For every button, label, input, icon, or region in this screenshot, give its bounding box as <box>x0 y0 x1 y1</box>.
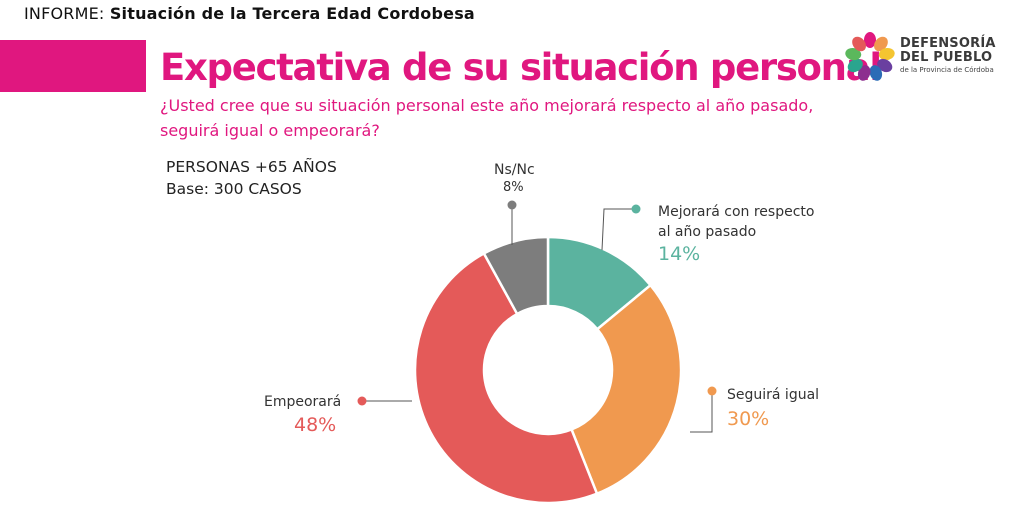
leader-seguira <box>690 391 713 433</box>
label-seguira: Seguirá igual <box>727 387 820 403</box>
page-title: Expectativa de su situación personal <box>160 46 882 89</box>
logo-emblem-icon <box>845 32 895 81</box>
sample-size-label: Base: 300 CASOS <box>166 180 302 198</box>
label-nsnc: Ns/Nc <box>494 162 535 178</box>
value-label-nsnc: 8% <box>503 180 524 195</box>
value-label-empeorara: 48% <box>294 414 337 436</box>
population-label: PERSONAS +65 AÑOS <box>166 158 337 176</box>
label-empeorara: Empeorará <box>264 394 342 410</box>
sample-info: PERSONAS +65 AÑOS Base: 300 CASOS <box>166 156 337 200</box>
defensoria-logo: DEFENSORÍA DEL PUEBLO de la Provincia de… <box>844 30 1014 84</box>
report-prefix: INFORME: <box>24 4 105 23</box>
value-label-mejorara: 14% <box>658 243 701 265</box>
question-line-2: seguirá igual o empeorará? <box>160 121 380 140</box>
slice-seguira <box>569 283 683 496</box>
slice-empeorara <box>413 251 599 505</box>
slice-nsnc <box>482 235 550 316</box>
logo-text-line-3: de la Provincia de Córdoba <box>900 66 994 74</box>
leader-mejorara-dot <box>631 204 641 214</box>
question-text: ¿Usted cree que su situación personal es… <box>160 93 840 143</box>
label-mejorara-line-2: al año pasado <box>658 224 757 240</box>
label-mejorara: Mejorará con respecto al año pasado <box>658 202 814 242</box>
report-title: Situación de la Tercera Edad Cordobesa <box>109 4 475 23</box>
value-label-seguira: 30% <box>727 408 770 430</box>
question-line-1: ¿Usted cree que su situación personal es… <box>160 96 814 115</box>
logo-text-line-2: DEL PUEBLO <box>900 50 993 65</box>
label-mejorara-line-1: Mejorará con respecto <box>658 204 815 220</box>
logo-text-line-1: DEFENSORÍA <box>900 36 996 51</box>
leader-mejorara <box>601 208 636 251</box>
accent-bar <box>0 40 146 92</box>
leader-empeorara-dot <box>357 396 367 406</box>
leader-nsnc-dot <box>507 200 517 210</box>
report-header: INFORME: Situación de la Tercera Edad Co… <box>24 4 475 23</box>
leader-seguira-dot <box>707 386 717 396</box>
